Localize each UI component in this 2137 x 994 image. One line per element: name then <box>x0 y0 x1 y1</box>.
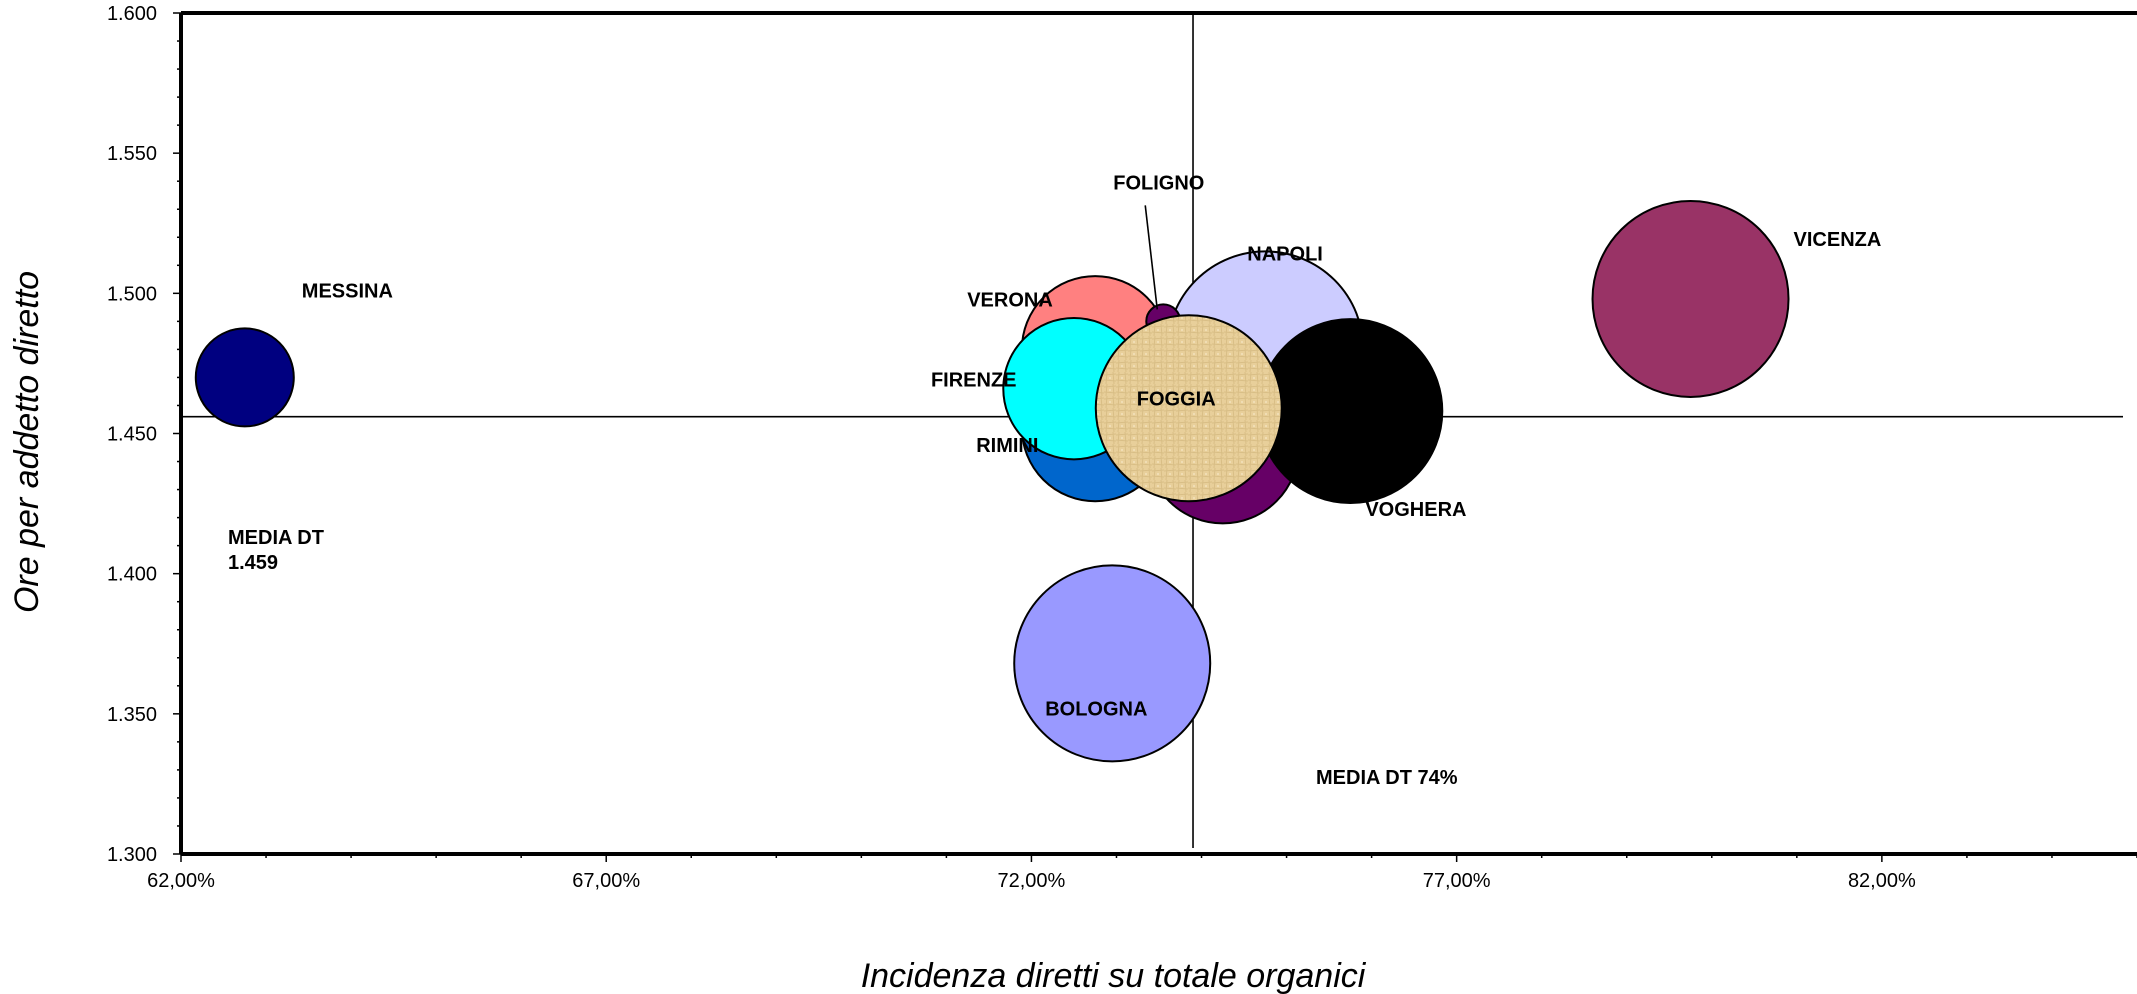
plot-frame <box>173 11 2137 862</box>
bubble-label-voghera: VOGHERA <box>1365 499 1466 521</box>
y-mean-label-line1: MEDIA DT <box>228 527 324 549</box>
mean-labels: MEDIA DT 1.459 MEDIA DT 74% <box>228 527 1458 789</box>
y-axis-title: Ore per addetto diretto <box>8 271 46 613</box>
bubbles <box>194 199 1790 763</box>
bubble-messina <box>194 327 295 428</box>
x-tick-label: 62,00% <box>147 870 215 892</box>
bubble-label-messina: MESSINA <box>302 280 393 302</box>
y-tick-label: 1.350 <box>107 704 157 726</box>
x-tick-label: 67,00% <box>572 870 640 892</box>
bubble-label-verona: VERONA <box>967 289 1053 311</box>
x-mean-label: MEDIA DT 74% <box>1316 767 1458 789</box>
y-tick-label: 1.550 <box>107 143 157 165</box>
bubble-bologna <box>1013 564 1212 763</box>
bubble-voghera <box>1257 318 1444 505</box>
bubble-label-foggia: FOGGIA <box>1137 388 1216 410</box>
bubble-label-rimini: RIMINI <box>976 435 1038 457</box>
bubble-label-firenze: FIRENZE <box>931 370 1017 392</box>
x-tick-label: 82,00% <box>1848 870 1916 892</box>
bubble-label-vicenza: VICENZA <box>1794 229 1882 251</box>
foligno-leader-line <box>1144 205 1159 310</box>
x-tick-label: 72,00% <box>998 870 1066 892</box>
y-axis-ticks: 1.300 1.350 1.400 1.450 1.500 1.550 1.600 <box>107 3 157 866</box>
bubble-labels: MESSINA VICENZA NAPOLI VERONA RIMINI FOLIGNO F… <box>302 172 1882 720</box>
bubble-label-napoli: NAPOLI <box>1247 243 1323 265</box>
bubble-vicenza <box>1591 199 1790 398</box>
y-tick-label: 1.400 <box>107 564 157 586</box>
y-tick-label: 1.500 <box>107 283 157 305</box>
y-tick-label: 1.450 <box>107 424 157 446</box>
x-tick-label: 77,00% <box>1423 870 1491 892</box>
x-axis-ticks: 62,00% 67,00% 72,00% 77,00% 82,00% <box>147 870 1916 892</box>
bubble-label-foligno: FOLIGNO <box>1113 172 1204 194</box>
y-mean-label-line2: 1.459 <box>228 552 278 574</box>
bubble-label-bologna: BOLOGNA <box>1045 698 1147 720</box>
y-tick-label: 1.300 <box>107 844 157 866</box>
x-axis-title: Incidenza diretti su totale organici <box>861 957 1367 994</box>
bubble-foggia <box>1094 314 1283 503</box>
y-tick-label: 1.600 <box>107 3 157 25</box>
